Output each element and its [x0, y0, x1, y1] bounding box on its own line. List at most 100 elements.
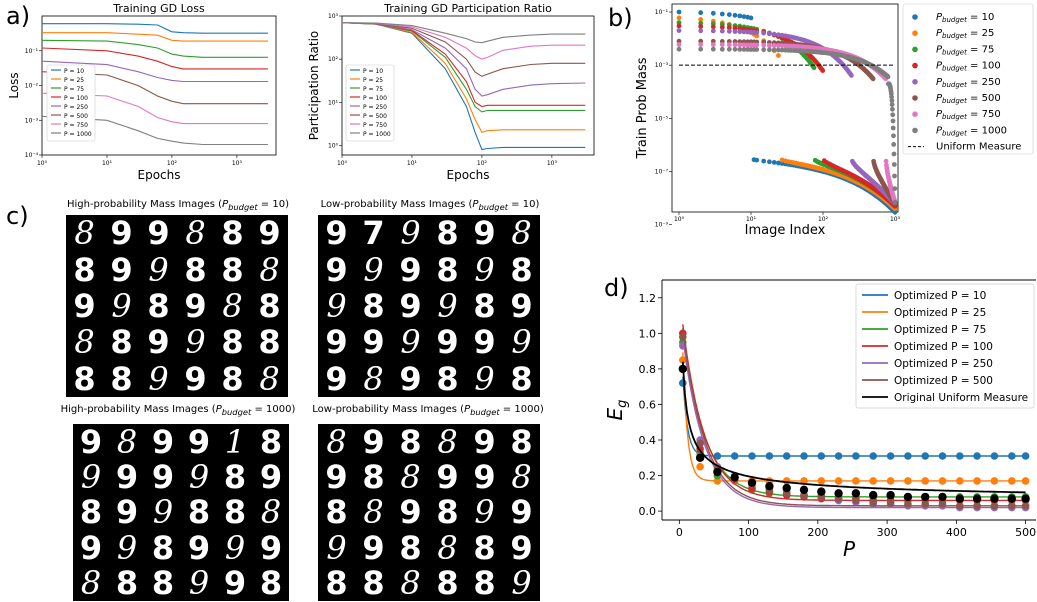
- y-tick-label: 10⁰: [328, 142, 339, 149]
- x-tick-label: 10²: [167, 160, 178, 167]
- y-tick-label: 0.4: [639, 434, 657, 447]
- y-tick-label: 10¹: [328, 99, 339, 106]
- scatter-point: [776, 32, 781, 38]
- digit-cell: 9: [399, 359, 422, 398]
- series-line: [341, 22, 586, 151]
- digit-cell: 9: [325, 359, 348, 398]
- digit-cell: 9: [223, 564, 247, 602]
- digit-cell: 8: [187, 493, 211, 532]
- series-point: [851, 489, 861, 498]
- scatter-point: [676, 9, 682, 15]
- series-point: [696, 462, 704, 471]
- digit-cell: 8: [436, 564, 459, 602]
- scatter-point: [698, 24, 704, 29]
- digit-cell: 9: [437, 286, 458, 325]
- digit-cell: 8: [436, 250, 459, 289]
- digit-cell: 9: [474, 493, 495, 532]
- digit-cell: 8: [221, 359, 244, 398]
- digit-cell: 8: [258, 286, 281, 325]
- digit-cell: 9: [362, 422, 385, 461]
- digit-cell: 9: [258, 214, 281, 253]
- series-point: [973, 477, 981, 485]
- digit-cell: 8: [110, 359, 133, 398]
- digit-cell: 9: [399, 286, 422, 325]
- panel-label-d: d): [604, 274, 629, 302]
- digit-cell: 8: [473, 286, 496, 325]
- y-tick-label: 10⁻³: [655, 62, 669, 69]
- digit-cell: 9: [115, 493, 139, 532]
- series-point: [1008, 452, 1016, 460]
- legend-label: P = 750: [363, 122, 387, 129]
- series-point: [852, 477, 860, 485]
- digit-cell: 8: [184, 250, 207, 289]
- digit-cell: 8: [79, 493, 103, 532]
- scatter-series: [676, 46, 898, 205]
- legend-label: Optimized P = 500: [894, 375, 993, 387]
- scatter-point: [890, 125, 896, 131]
- legend: P = 10 P = 25 P = 75 P = 100 P = 250 P = 500 P…: [345, 64, 395, 142]
- digit-cell: 8: [510, 422, 533, 461]
- y-tick-label: 10²: [328, 56, 339, 63]
- legend-label: Optimized P = 75: [894, 324, 986, 336]
- scatter-point: [870, 76, 876, 82]
- digit-cell: 9: [474, 250, 495, 289]
- plot-frame: [671, 3, 899, 213]
- digit-cell: 9: [184, 286, 207, 325]
- y-tick-label: 10⁻⁹: [655, 222, 669, 229]
- legend-label: Pbudget = 25: [936, 28, 994, 40]
- digit-cell: 8: [362, 286, 385, 325]
- digit-cell: 8: [362, 564, 385, 602]
- scatter-point: [891, 142, 897, 147]
- scatter-point: [710, 38, 716, 44]
- digit-cell: 8: [223, 458, 247, 497]
- legend: Pbudget = 10 Pbudget = 25 Pbudget = 75 Pbud…: [902, 3, 1034, 155]
- scatter-point: [754, 33, 760, 39]
- digit-cell: 8: [436, 493, 459, 532]
- y-tick-label: 10³: [328, 13, 339, 20]
- x-tick-label: 200: [807, 526, 828, 539]
- digit-cell: 9: [115, 458, 139, 497]
- digit-cell: 9: [147, 323, 170, 362]
- series-point: [713, 467, 722, 477]
- series-point: [799, 485, 809, 494]
- scatter-point: [892, 173, 897, 179]
- scatter-point: [726, 42, 732, 48]
- legend-label: P = 1000: [64, 131, 92, 138]
- legend-label: Pbudget = 75: [936, 44, 994, 56]
- digit-cell: 8: [325, 564, 348, 602]
- digit-cell: 9: [326, 286, 347, 325]
- digit-cell: 9: [363, 250, 384, 289]
- digit-cell: 9: [111, 286, 132, 325]
- digit-cell: 9: [116, 528, 138, 567]
- x-tick-label: 10³: [547, 160, 558, 167]
- digit-cell: 9: [474, 359, 495, 398]
- scatter-point: [748, 15, 754, 21]
- scatter-point: [820, 68, 826, 73]
- y-axis-label: Train Prob Mass: [635, 57, 650, 159]
- digit-cell: 8: [399, 528, 422, 567]
- scatter-point: [767, 159, 772, 165]
- scatter-point: [719, 46, 725, 52]
- digit-cell: 9: [224, 528, 246, 567]
- series-line: [41, 47, 268, 70]
- scatter-point: [676, 28, 682, 33]
- series-point: [713, 452, 722, 460]
- series-point: [782, 483, 791, 493]
- legend-label: Optimized P = 10: [894, 290, 986, 302]
- x-tick-label: 10⁰: [37, 160, 48, 167]
- y-axis-label: Participation Ratio: [307, 31, 321, 141]
- digit-cell: 8: [147, 286, 170, 325]
- digit-cell: 9: [436, 458, 459, 497]
- series-point: [972, 494, 982, 503]
- scatter-point: [737, 13, 743, 19]
- scatter-point: [676, 15, 682, 21]
- series-line: [42, 32, 268, 42]
- series-point: [678, 364, 687, 374]
- series-point: [869, 452, 877, 460]
- legend-box: [46, 64, 96, 142]
- chart-participation-ratio: Training GD Participation Ratio Epochs Par…: [307, 2, 595, 182]
- legend-label: Uniform Measure: [936, 142, 1021, 153]
- legend-label: Pbudget = 750: [936, 109, 1001, 121]
- digit-cell: 8: [223, 493, 247, 532]
- series-point: [765, 482, 774, 491]
